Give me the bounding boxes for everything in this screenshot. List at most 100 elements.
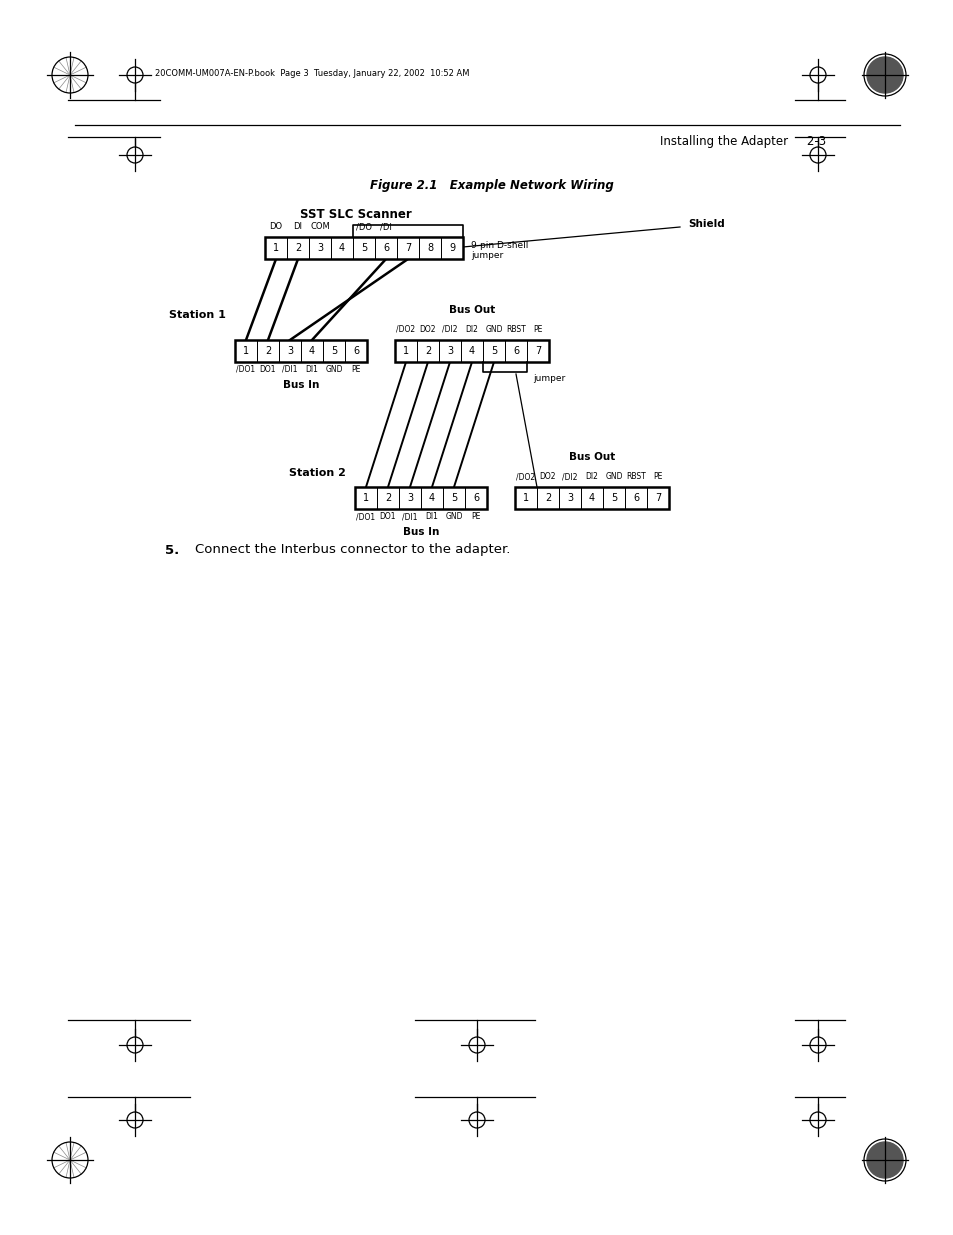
Text: DI1: DI1 [425,513,438,521]
Text: 3: 3 [316,243,323,253]
Bar [395,340,548,362]
Text: /DI1: /DI1 [402,513,417,521]
Bar [420,487,442,509]
Text: 3: 3 [446,346,453,356]
Text: DI2: DI2 [465,325,478,333]
Text: /DI2: /DI2 [561,472,578,480]
Text: GND: GND [325,366,342,374]
Text: 6: 6 [473,493,478,503]
Circle shape [866,57,902,93]
Text: PE: PE [533,325,542,333]
Text: 2: 2 [424,346,431,356]
Text: 2: 2 [265,346,271,356]
Text: 8: 8 [427,243,433,253]
Bar [504,340,526,362]
Bar [265,237,462,259]
Text: 4: 4 [588,493,595,503]
Text: 3: 3 [287,346,293,356]
Text: 9-pin D-shell
jumper: 9-pin D-shell jumper [471,241,528,261]
Text: 7: 7 [404,243,411,253]
Text: 2: 2 [544,493,551,503]
Bar [438,340,460,362]
Text: RBST: RBST [506,325,525,333]
Text: Shield: Shield [687,219,724,228]
Text: 5: 5 [610,493,617,503]
Text: Bus Out: Bus Out [568,452,615,462]
Text: DO: DO [269,222,282,231]
Text: DI2: DI2 [585,472,598,480]
Bar [256,340,278,362]
Text: PE: PE [471,513,480,521]
Text: 9: 9 [449,243,455,253]
Text: 1: 1 [362,493,369,503]
Text: PE: PE [351,366,360,374]
Text: DO1: DO1 [379,513,395,521]
Text: SST SLC Scanner: SST SLC Scanner [299,209,412,221]
Text: 4: 4 [338,243,345,253]
Bar [376,487,398,509]
Bar [345,340,367,362]
Text: jumper: jumper [533,374,565,383]
Bar [515,487,537,509]
Text: DI1: DI1 [305,366,318,374]
Bar [442,487,464,509]
Bar [602,487,624,509]
Text: 6: 6 [382,243,389,253]
Text: /DI2: /DI2 [442,325,457,333]
Text: /DI1: /DI1 [282,366,297,374]
Bar [323,340,345,362]
Bar [515,487,668,509]
Bar [234,340,256,362]
Bar [331,237,353,259]
Bar [278,340,301,362]
Text: /DI: /DI [379,222,392,231]
Bar [396,237,418,259]
Text: /DO2: /DO2 [396,325,416,333]
Text: DI: DI [294,222,302,231]
Text: DO2: DO2 [539,472,556,480]
Bar [355,487,486,509]
Text: DO1: DO1 [259,366,276,374]
Bar [418,237,440,259]
Bar [464,487,486,509]
Text: 3: 3 [407,493,413,503]
Text: 6: 6 [353,346,358,356]
Bar [460,340,482,362]
Bar [309,237,331,259]
Text: Bus Out: Bus Out [449,305,495,315]
Bar [482,340,504,362]
Text: 6: 6 [632,493,639,503]
Text: Station 2: Station 2 [289,468,346,478]
Bar [375,237,396,259]
Text: /DO1: /DO1 [236,366,255,374]
Text: 1: 1 [243,346,249,356]
Text: DO2: DO2 [419,325,436,333]
Text: 5: 5 [451,493,456,503]
Text: /DO1: /DO1 [356,513,375,521]
Bar [234,340,367,362]
Text: 5: 5 [360,243,367,253]
Text: 20COMM-UM007A-EN-P.book  Page 3  Tuesday, January 22, 2002  10:52 AM: 20COMM-UM007A-EN-P.book Page 3 Tuesday, … [154,68,469,78]
Bar [353,237,375,259]
Text: /DO2: /DO2 [516,472,535,480]
Text: 4: 4 [469,346,475,356]
Text: /DO: /DO [355,222,372,231]
Bar [440,237,462,259]
Text: GND: GND [604,472,622,480]
Bar [355,487,376,509]
Text: 5: 5 [491,346,497,356]
Text: RBST: RBST [625,472,645,480]
Text: COM: COM [310,222,330,231]
Text: 7: 7 [654,493,660,503]
Bar [580,487,602,509]
Bar [558,487,580,509]
Text: 1: 1 [273,243,279,253]
Text: 5: 5 [331,346,336,356]
Text: PE: PE [653,472,662,480]
Bar [624,487,646,509]
Text: Connect the Interbus connector to the adapter.: Connect the Interbus connector to the ad… [194,543,510,557]
Text: 5.: 5. [165,543,179,557]
Text: 4: 4 [429,493,435,503]
Bar [265,237,287,259]
Text: 4: 4 [309,346,314,356]
